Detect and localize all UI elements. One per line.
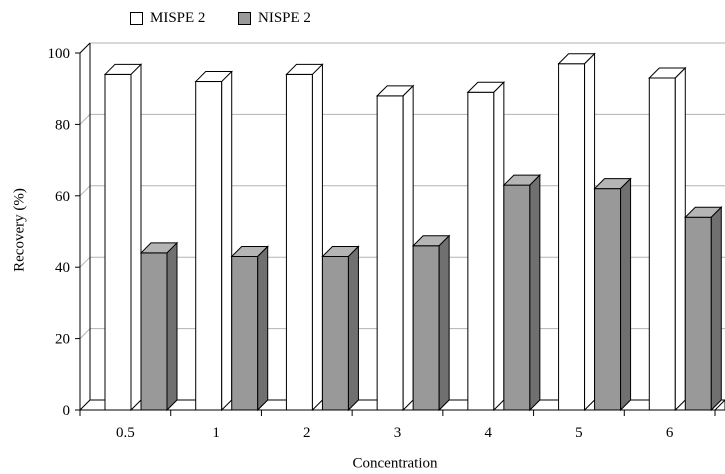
legend-item-nispe2: NISPE 2 xyxy=(238,10,311,27)
bar-mispe2 xyxy=(648,77,676,411)
legend-label-nispe2: NISPE 2 xyxy=(258,10,311,26)
bar-side-mispe2 xyxy=(311,63,323,412)
x-tick-label: 1 xyxy=(212,425,220,441)
legend: MISPE 2 NISPE 2 xyxy=(0,0,725,30)
bar-side-mispe2 xyxy=(402,84,414,412)
bar-mispe2 xyxy=(376,95,404,411)
x-tick-label: 0.5 xyxy=(116,425,135,441)
bar-side-mispe2 xyxy=(130,63,142,412)
bar-side-nispe2 xyxy=(166,241,178,412)
bar-nispe2 xyxy=(684,216,712,411)
bar-nispe2 xyxy=(140,252,168,411)
bar-nispe2 xyxy=(594,188,622,411)
bar-side-nispe2 xyxy=(257,245,269,412)
x-tick-label: 6 xyxy=(666,425,674,441)
bar-side-nispe2 xyxy=(620,177,632,412)
legend-swatch-nispe2 xyxy=(238,12,251,25)
bar-nispe2 xyxy=(412,245,440,411)
legend-label-mispe2: MISPE 2 xyxy=(150,10,206,26)
y-tick-label: 20 xyxy=(55,332,70,348)
x-tick-label: 4 xyxy=(484,425,492,441)
x-axis-title: Concentration xyxy=(352,455,438,472)
y-tick-label: 40 xyxy=(55,260,70,276)
bar-nispe2 xyxy=(231,255,259,411)
bar-side-mispe2 xyxy=(493,81,505,412)
gridline-depth xyxy=(79,185,91,197)
legend-item-mispe2: MISPE 2 xyxy=(130,10,205,27)
legend-swatch-mispe2 xyxy=(130,12,143,25)
y-tick-label: 60 xyxy=(55,189,70,205)
bar-side-mispe2 xyxy=(584,52,596,412)
y-tick-label: 80 xyxy=(55,117,70,133)
bar-mispe2 xyxy=(104,73,132,411)
y-axis-depth xyxy=(79,42,91,54)
x-tick-label: 3 xyxy=(394,425,402,441)
bar-side-mispe2 xyxy=(674,66,686,412)
y-tick-label: 100 xyxy=(48,46,71,62)
bar-side-nispe2 xyxy=(438,234,450,412)
bar-side-nispe2 xyxy=(529,173,541,412)
bar-nispe2 xyxy=(321,255,349,411)
y-tick-label: 0 xyxy=(63,403,71,419)
bar-mispe2 xyxy=(558,63,586,411)
bar-mispe2 xyxy=(195,81,223,411)
x-axis-depth xyxy=(714,399,725,411)
bar-side-nispe2 xyxy=(347,245,359,412)
gridline-depth xyxy=(79,114,91,125)
bar-side-nispe2 xyxy=(710,206,722,412)
bar-mispe2 xyxy=(467,91,495,411)
x-tick-label: 5 xyxy=(575,425,583,441)
bar-nispe2 xyxy=(503,184,531,411)
gridline-depth xyxy=(79,328,91,339)
gridline-depth xyxy=(79,256,91,268)
x-tick-label: 2 xyxy=(303,425,311,441)
bar-mispe2 xyxy=(285,73,313,411)
y-axis-title: Recovery (%) xyxy=(11,188,28,272)
bar-side-mispe2 xyxy=(221,70,233,412)
